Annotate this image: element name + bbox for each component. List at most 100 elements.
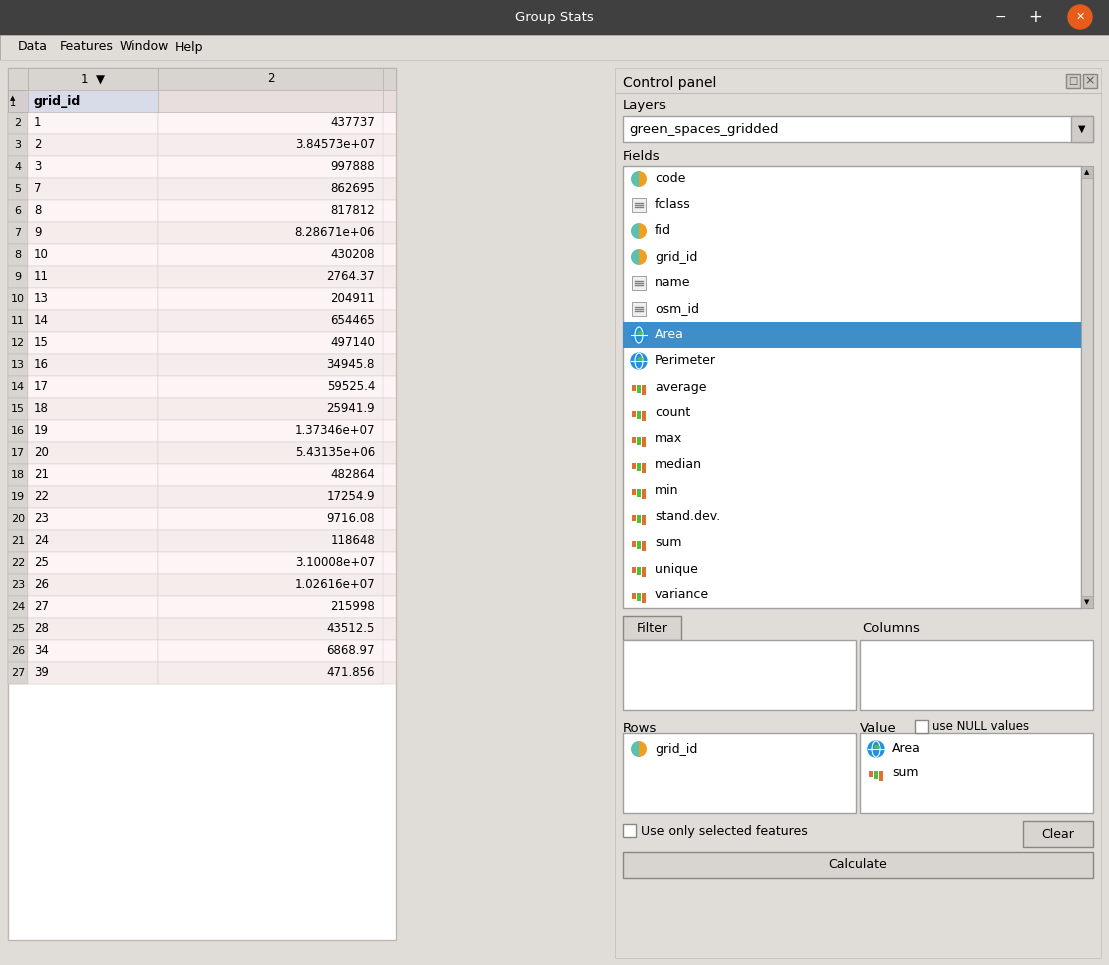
Bar (8, 552, 396, 574)
Text: Filter: Filter (637, 621, 668, 635)
Bar (8, 442, 28, 464)
Bar (632, 411, 635, 417)
Bar (8, 222, 28, 244)
Text: 430208: 430208 (330, 249, 375, 262)
Bar (8, 662, 396, 684)
Text: 4: 4 (14, 162, 21, 172)
Text: −: − (994, 10, 1006, 24)
Text: ×: × (1085, 74, 1096, 88)
Bar (642, 567, 647, 577)
Text: count: count (655, 406, 690, 420)
Circle shape (1068, 5, 1092, 29)
Wedge shape (639, 171, 647, 187)
Text: 9716.08: 9716.08 (326, 512, 375, 526)
Text: Value: Value (859, 723, 897, 735)
Bar (0, 0, 1109, 35)
Text: osm_id: osm_id (655, 302, 699, 316)
Text: 118648: 118648 (330, 535, 375, 547)
Text: 25: 25 (34, 557, 49, 569)
Wedge shape (639, 249, 647, 265)
Text: median: median (655, 458, 702, 472)
Bar (8, 596, 396, 618)
Bar (157, 354, 383, 376)
Text: grid_id: grid_id (655, 251, 698, 263)
Text: fid: fid (655, 225, 671, 237)
Bar (632, 593, 635, 599)
Text: 23: 23 (34, 512, 49, 526)
Bar (28, 420, 157, 442)
Text: Help: Help (175, 41, 203, 53)
Text: Use only selected features: Use only selected features (641, 824, 807, 838)
Text: 27: 27 (11, 668, 26, 678)
Bar (28, 552, 157, 574)
Bar (8, 90, 28, 112)
Bar (8, 156, 28, 178)
Text: ▲: ▲ (1085, 169, 1090, 175)
Bar (642, 593, 647, 603)
Text: 862695: 862695 (330, 182, 375, 196)
Bar (1022, 821, 1093, 847)
Bar (28, 90, 157, 112)
Text: Rows: Rows (623, 723, 658, 735)
Bar (157, 310, 383, 332)
Bar (28, 574, 157, 596)
Bar (637, 489, 641, 497)
Text: grid_id: grid_id (33, 95, 80, 107)
Text: Area: Area (892, 742, 920, 756)
Text: 437737: 437737 (330, 117, 375, 129)
Bar (28, 68, 157, 90)
Bar (623, 322, 1081, 348)
Bar (8, 266, 28, 288)
Bar (8, 310, 396, 332)
Ellipse shape (638, 357, 643, 361)
Bar (637, 437, 641, 445)
Bar (642, 437, 647, 447)
Text: 8: 8 (14, 250, 21, 260)
Bar (8, 178, 28, 200)
Bar (1081, 166, 1093, 178)
Text: 20: 20 (34, 447, 49, 459)
Text: Layers: Layers (623, 99, 667, 113)
Text: 497140: 497140 (330, 337, 375, 349)
Bar (157, 508, 383, 530)
Bar (157, 574, 383, 596)
Bar (157, 266, 383, 288)
Text: Calculate: Calculate (828, 859, 887, 871)
Bar (8, 486, 396, 508)
Bar (28, 354, 157, 376)
Bar (632, 276, 647, 290)
Bar (8, 486, 28, 508)
Bar (637, 463, 641, 471)
Bar (8, 288, 28, 310)
Bar (623, 824, 635, 837)
Bar (8, 552, 28, 574)
Text: 654465: 654465 (330, 315, 375, 327)
Text: average: average (655, 380, 706, 394)
Text: 23: 23 (11, 580, 26, 590)
Bar (915, 720, 928, 733)
Bar (157, 134, 383, 156)
Bar (623, 640, 856, 710)
Bar (8, 68, 396, 940)
Text: 18: 18 (34, 402, 49, 416)
Bar (8, 508, 396, 530)
Bar (157, 464, 383, 486)
Bar (28, 508, 157, 530)
Text: 6: 6 (14, 206, 21, 216)
Text: Control panel: Control panel (623, 76, 716, 90)
Text: 11: 11 (34, 270, 49, 284)
Text: 28: 28 (34, 622, 49, 636)
Text: grid_id: grid_id (655, 742, 698, 756)
Bar (8, 530, 28, 552)
Bar (8, 574, 396, 596)
Text: Clear: Clear (1041, 828, 1075, 841)
Bar (28, 134, 157, 156)
Bar (642, 411, 647, 421)
Text: 997888: 997888 (330, 160, 375, 174)
Bar (637, 385, 641, 393)
Bar (28, 112, 157, 134)
Text: Window: Window (120, 41, 170, 53)
Bar (8, 618, 396, 640)
Bar (157, 376, 383, 398)
Bar (8, 244, 28, 266)
